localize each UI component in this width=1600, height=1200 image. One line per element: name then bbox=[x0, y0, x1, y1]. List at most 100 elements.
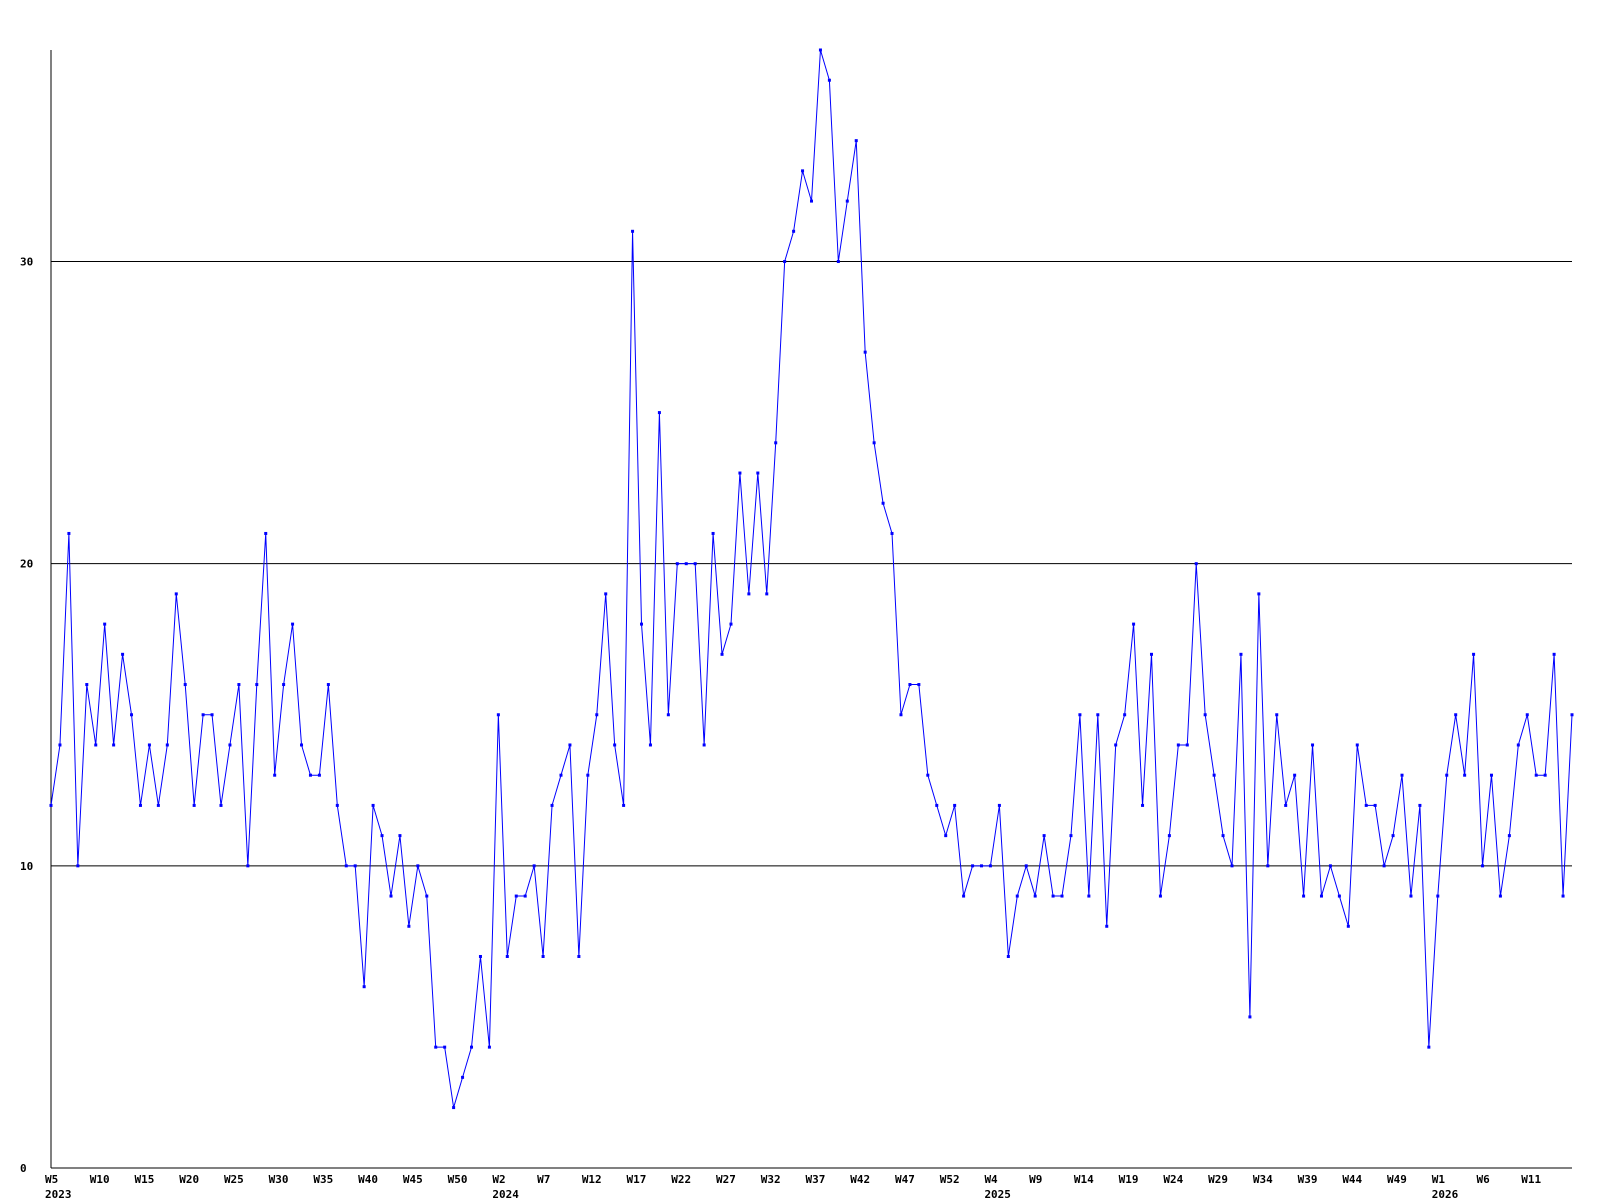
x-tick-label: W9 bbox=[1029, 1173, 1042, 1186]
data-point bbox=[1337, 894, 1341, 898]
data-point bbox=[308, 773, 312, 777]
data-point bbox=[613, 743, 617, 747]
data-point bbox=[1060, 894, 1064, 898]
data-point bbox=[971, 864, 975, 868]
gridlines bbox=[51, 261, 1572, 867]
data-point bbox=[443, 1045, 447, 1049]
data-point bbox=[550, 803, 554, 807]
data-point bbox=[452, 1106, 456, 1110]
data-point bbox=[1302, 894, 1306, 898]
data-point bbox=[845, 199, 849, 203]
data-point bbox=[389, 894, 393, 898]
data-point bbox=[1400, 773, 1404, 777]
x-tick-label: W12 bbox=[582, 1173, 602, 1186]
data-point bbox=[380, 834, 384, 838]
data-point bbox=[362, 985, 366, 989]
x-tick-year-label: 2025 bbox=[984, 1188, 1011, 1200]
x-tick-label: W25 bbox=[224, 1173, 244, 1186]
data-point bbox=[595, 713, 599, 717]
x-tick-label: W1 bbox=[1432, 1173, 1446, 1186]
data-point bbox=[94, 743, 98, 747]
data-point bbox=[935, 803, 939, 807]
data-point bbox=[121, 652, 125, 656]
data-point bbox=[675, 562, 679, 566]
data-point bbox=[962, 894, 966, 898]
data-point bbox=[1212, 773, 1216, 777]
data-point bbox=[1489, 773, 1493, 777]
data-point bbox=[255, 683, 259, 687]
data-point bbox=[326, 683, 330, 687]
data-point bbox=[577, 954, 581, 958]
data-point bbox=[1311, 743, 1315, 747]
data-point bbox=[246, 864, 250, 868]
data-point bbox=[514, 894, 518, 898]
data-point bbox=[1132, 622, 1136, 626]
data-point bbox=[1194, 562, 1198, 566]
data-point bbox=[398, 834, 402, 838]
data-point bbox=[1158, 894, 1162, 898]
data-point bbox=[219, 803, 223, 807]
data-point bbox=[58, 743, 62, 747]
data-point bbox=[434, 1045, 438, 1049]
data-point bbox=[801, 169, 805, 173]
data-point bbox=[1293, 773, 1297, 777]
x-tick-label: W52 bbox=[940, 1173, 960, 1186]
data-point bbox=[1248, 1015, 1252, 1019]
data-point bbox=[1275, 713, 1279, 717]
data-point bbox=[604, 592, 608, 596]
y-tick-label: 10 bbox=[20, 860, 33, 873]
data-point bbox=[1033, 894, 1037, 898]
data-point bbox=[1409, 894, 1413, 898]
data-point bbox=[836, 260, 840, 264]
x-tick-label: W17 bbox=[627, 1173, 647, 1186]
data-point bbox=[1454, 713, 1458, 717]
data-point bbox=[944, 834, 948, 838]
data-point bbox=[174, 592, 178, 596]
data-point bbox=[1516, 743, 1520, 747]
data-point bbox=[228, 743, 232, 747]
data-point bbox=[103, 622, 107, 626]
data-point bbox=[818, 48, 822, 52]
x-tick-label: W20 bbox=[179, 1173, 199, 1186]
data-point bbox=[1534, 773, 1538, 777]
x-tick-label: W40 bbox=[358, 1173, 378, 1186]
data-point bbox=[872, 441, 876, 445]
x-tick-label: W24 bbox=[1163, 1173, 1183, 1186]
x-tick-label: W15 bbox=[134, 1173, 154, 1186]
x-tick-label: W35 bbox=[313, 1173, 333, 1186]
data-point bbox=[1230, 864, 1234, 868]
data-point bbox=[1078, 713, 1082, 717]
data-point bbox=[792, 229, 796, 233]
series-line bbox=[50, 49, 1573, 1108]
data-point bbox=[953, 803, 957, 807]
data-point bbox=[1319, 894, 1323, 898]
x-tick-label: W7 bbox=[537, 1173, 550, 1186]
data-point bbox=[147, 743, 151, 747]
data-point bbox=[85, 683, 89, 687]
data-point bbox=[774, 441, 778, 445]
data-point-markers bbox=[49, 48, 1574, 1110]
x-tick-label: W50 bbox=[448, 1173, 468, 1186]
data-point bbox=[291, 622, 295, 626]
data-point bbox=[192, 803, 196, 807]
data-point bbox=[881, 501, 885, 505]
data-point bbox=[264, 531, 268, 535]
data-point bbox=[1525, 713, 1529, 717]
data-point bbox=[1123, 713, 1127, 717]
data-point bbox=[523, 894, 527, 898]
data-point bbox=[470, 1045, 474, 1049]
data-point bbox=[756, 471, 760, 475]
data-point bbox=[747, 592, 751, 596]
data-point bbox=[1472, 652, 1476, 656]
data-point bbox=[1042, 834, 1046, 838]
data-point bbox=[1364, 803, 1368, 807]
x-tick-label: W27 bbox=[716, 1173, 736, 1186]
data-point bbox=[505, 954, 509, 958]
data-point bbox=[76, 864, 80, 868]
data-point bbox=[1355, 743, 1359, 747]
data-point bbox=[1024, 864, 1028, 868]
data-point bbox=[1114, 743, 1118, 747]
data-point bbox=[1239, 652, 1243, 656]
data-point bbox=[201, 713, 205, 717]
data-point bbox=[1203, 713, 1207, 717]
